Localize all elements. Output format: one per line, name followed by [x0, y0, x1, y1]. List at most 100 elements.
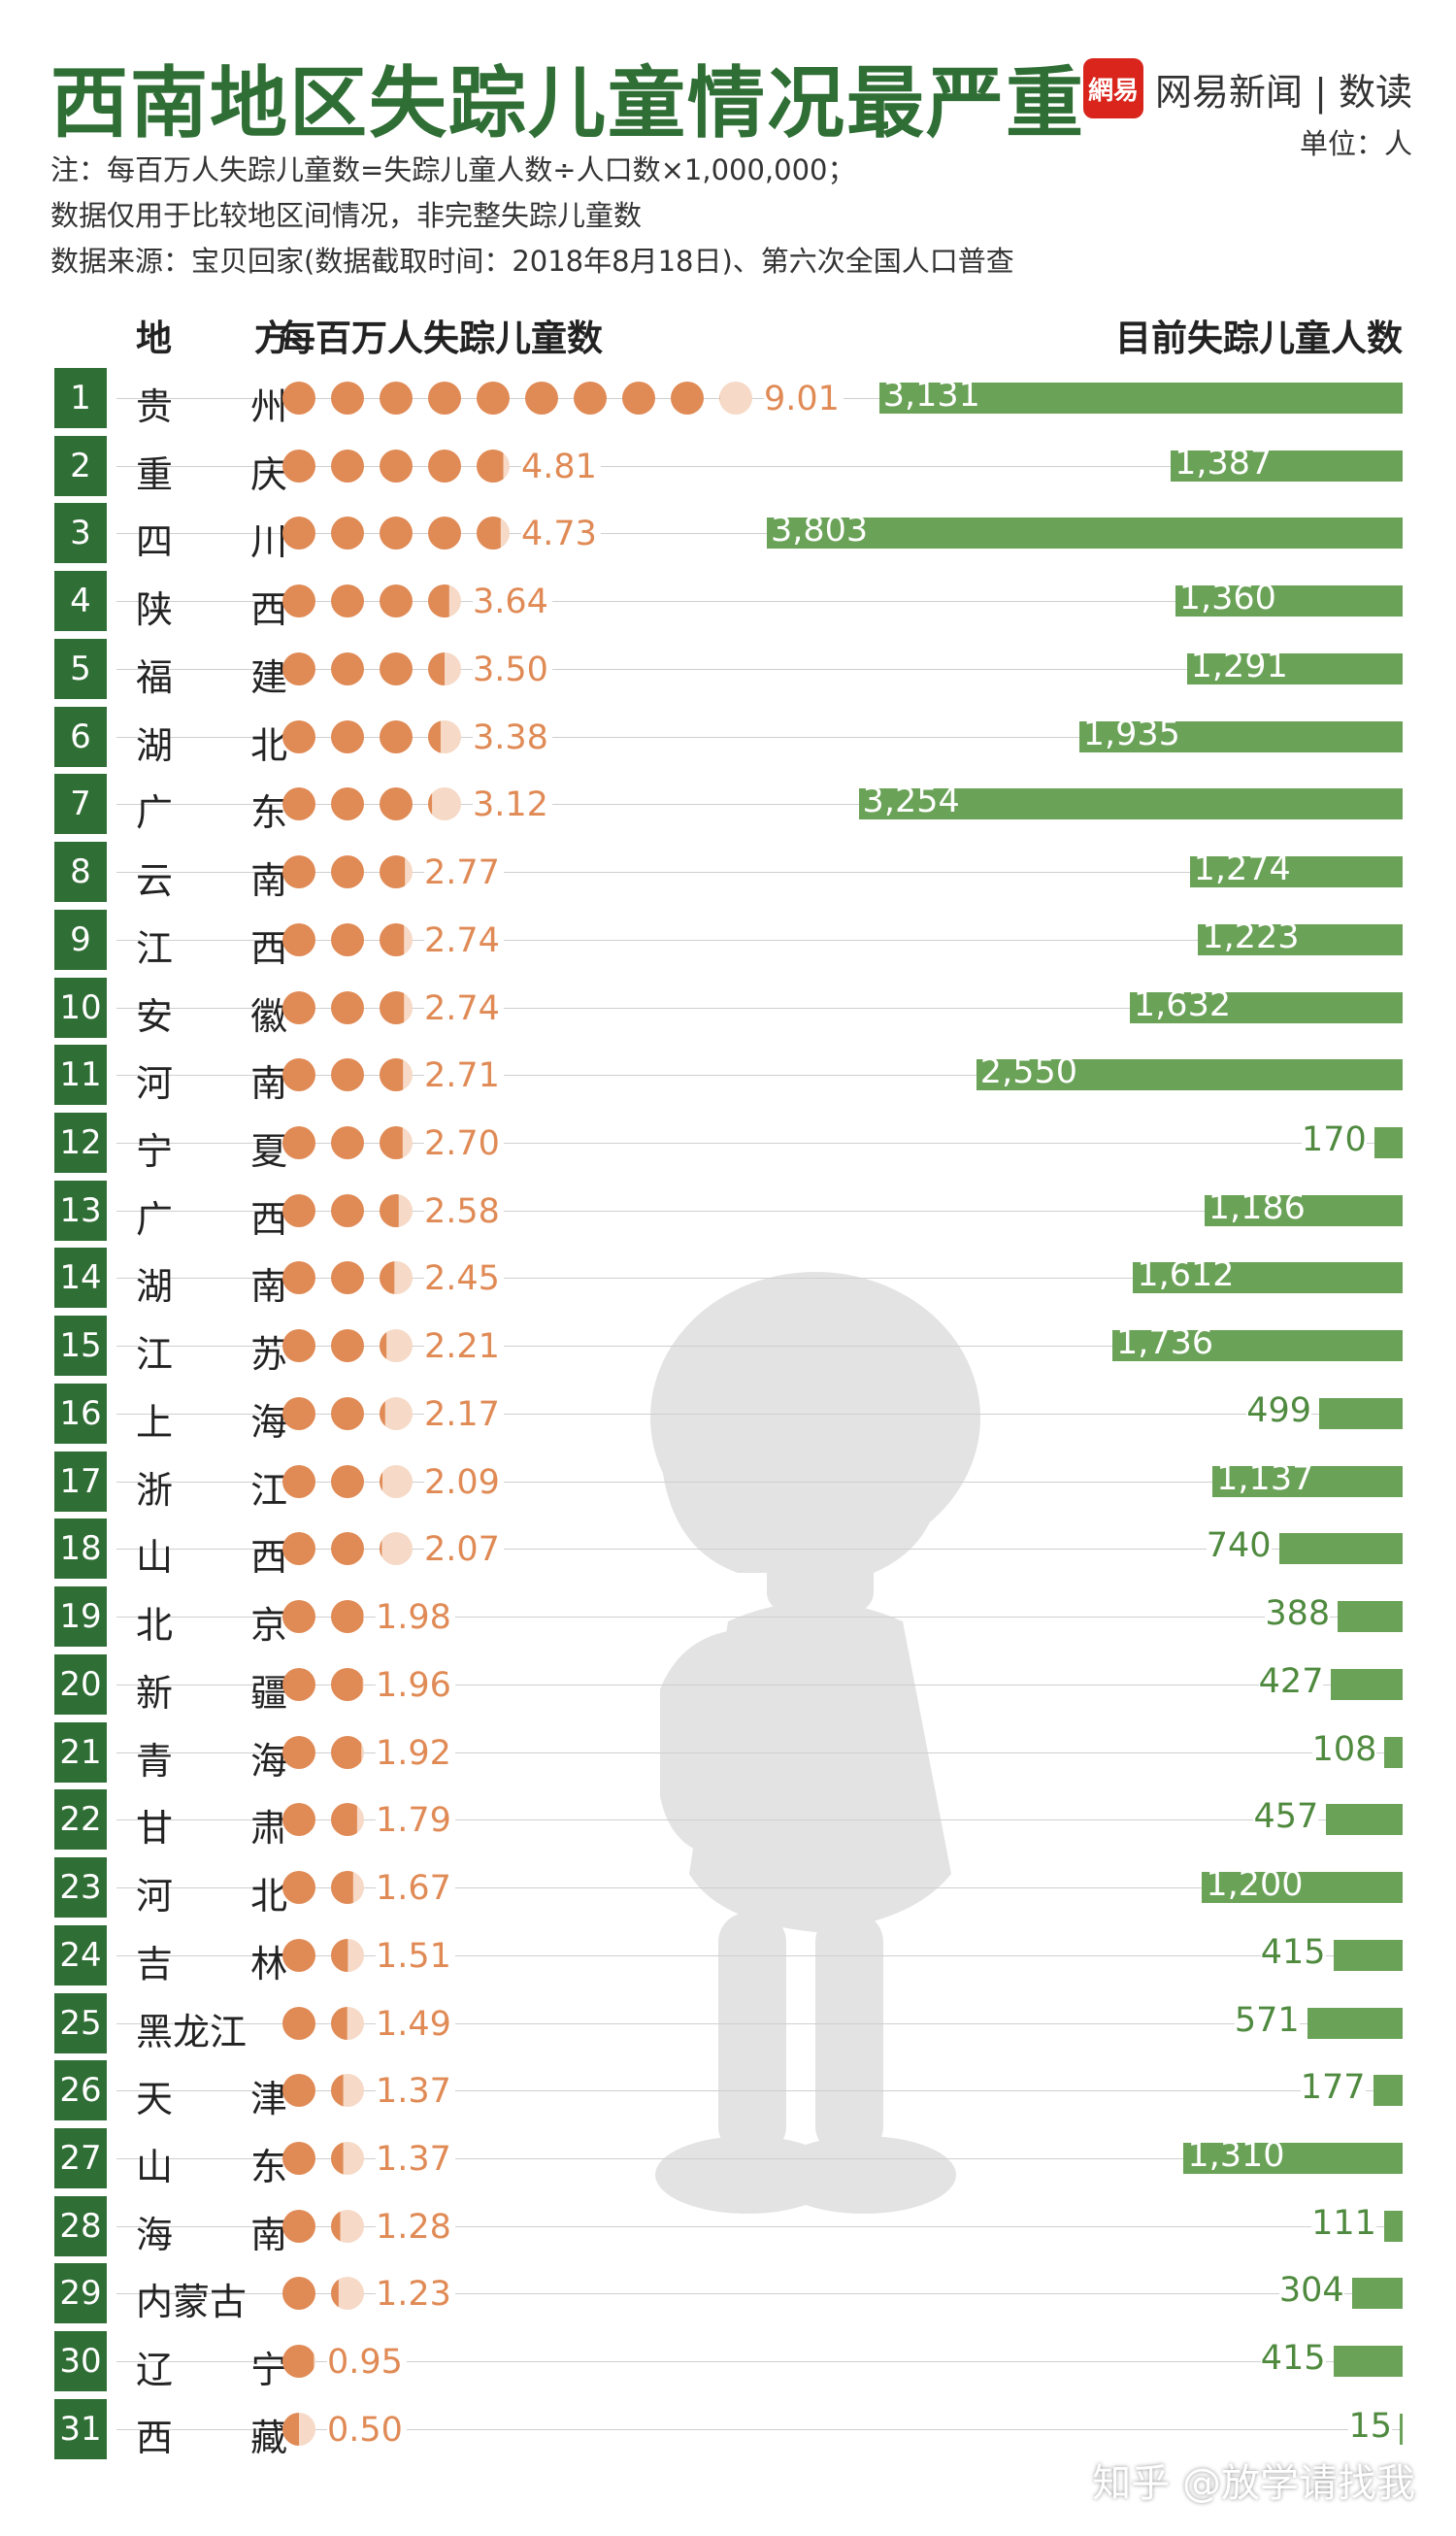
rate-value: 2.58	[424, 1192, 504, 1231]
row-divider	[116, 804, 1403, 805]
formula-note: 注：每百万人失踪儿童数=失踪儿童人数÷人口数×1,000,000；	[50, 153, 856, 186]
rate-dots	[282, 652, 461, 685]
table-row: 24 吉 林 1.51 415	[0, 1921, 1456, 1989]
rate-dot-full	[282, 991, 315, 1024]
rank-badge: 17	[54, 1452, 107, 1512]
table-row: 23 河 北 1.67 1,200	[0, 1853, 1456, 1921]
rate-dot-full	[331, 787, 364, 820]
count-bar	[1373, 2075, 1403, 2106]
count-bar	[1307, 2008, 1403, 2039]
table-row: 14 湖 南 2.45 1,612	[0, 1244, 1456, 1312]
row-divider	[116, 466, 1403, 467]
count-value: 388	[1265, 1594, 1331, 1633]
count-bar	[1319, 1398, 1403, 1429]
rate-value: 1.51	[376, 1937, 455, 1976]
rate-value: 1.96	[376, 1666, 455, 1705]
rank-badge: 29	[54, 2263, 107, 2323]
brand-name: 网易新闻 | 数读	[1155, 70, 1412, 114]
table-row: 31 西 藏 0.50 15	[0, 2395, 1456, 2463]
rate-dots	[282, 1194, 413, 1227]
rate-dot-full	[331, 584, 364, 617]
region-label: 福 建	[136, 656, 321, 699]
region-label: 湖 北	[136, 724, 321, 767]
count-bar	[1333, 2346, 1403, 2377]
unit-label: 单位：人	[1299, 127, 1412, 160]
region-label: 山 东	[136, 2146, 321, 2188]
rank-badge: 22	[54, 1789, 107, 1850]
rate-value: 1.92	[376, 1734, 455, 1773]
count-value: 1,137	[1216, 1459, 1314, 1498]
count-value: 740	[1206, 1526, 1272, 1565]
count-bar	[1186, 653, 1403, 684]
table-row: 11 河 南 2.71 2,550	[0, 1041, 1456, 1109]
rate-dot-partial	[331, 2007, 364, 2040]
rate-value: 1.37	[376, 2140, 455, 2179]
count-bar	[1175, 585, 1403, 617]
rate-dot-full	[282, 787, 315, 820]
count-value: 1,387	[1175, 444, 1273, 483]
count-bar	[1078, 721, 1403, 752]
count-bar	[1129, 992, 1403, 1023]
rate-dots	[282, 1465, 413, 1498]
count-bar	[1171, 450, 1403, 482]
table-row: 29 内蒙古 1.23 304	[0, 2259, 1456, 2327]
rate-dot-full	[380, 652, 413, 685]
rate-dot-full	[428, 517, 461, 550]
count-value: 15	[1348, 2407, 1392, 2446]
rate-dot-partial	[331, 1668, 364, 1701]
row-divider	[116, 1752, 1403, 1753]
rate-value: 3.50	[473, 651, 552, 689]
rate-dots	[282, 720, 461, 753]
rate-value: 1.49	[376, 2005, 455, 2044]
count-value: 415	[1260, 2339, 1326, 2378]
count-value: 1,274	[1193, 850, 1291, 888]
count-value: 1,310	[1187, 2136, 1285, 2175]
table-row: 4 陕 西 3.64 1,360	[0, 567, 1456, 635]
region-label: 广 东	[136, 791, 321, 834]
row-divider	[116, 1143, 1403, 1144]
rank-badge: 25	[54, 1993, 107, 2053]
rank-badge: 6	[54, 707, 107, 767]
rate-dot-full	[282, 1668, 315, 1701]
region-label: 山 西	[136, 1536, 321, 1579]
rank-badge: 9	[54, 910, 107, 970]
table-row: 12 宁 夏 2.70 170	[0, 1109, 1456, 1177]
table-row: 9 江 西 2.74 1,223	[0, 906, 1456, 974]
rate-dots	[282, 2142, 364, 2175]
count-value: 499	[1246, 1391, 1312, 1430]
rate-dot-full	[331, 1058, 364, 1091]
rate-dot-full	[282, 1126, 315, 1159]
count-value: 415	[1260, 1933, 1326, 1972]
row-divider	[116, 2158, 1403, 2159]
region-label: 辽 宁	[136, 2349, 321, 2391]
row-divider	[116, 2361, 1403, 2362]
rate-dots	[282, 382, 752, 415]
rank-badge: 19	[54, 1586, 107, 1647]
table-row: 2 重 庆 4.81 1,387	[0, 432, 1456, 500]
region-label: 陕 西	[136, 588, 321, 631]
row-divider	[116, 1211, 1403, 1212]
count-bar	[1183, 2143, 1403, 2174]
rate-dot-partial	[380, 923, 413, 956]
count-bar	[1331, 1669, 1403, 1700]
count-value: 1,360	[1178, 579, 1276, 617]
rate-dots	[282, 584, 461, 617]
region-label: 广 西	[136, 1198, 321, 1241]
rank-badge: 14	[54, 1248, 107, 1308]
rank-badge: 31	[54, 2399, 107, 2459]
region-label: 新 疆	[136, 1672, 321, 1715]
count-value: 170	[1301, 1120, 1367, 1159]
rank-badge: 20	[54, 1654, 107, 1715]
rank-badge: 12	[54, 1113, 107, 1173]
row-divider	[116, 2293, 1403, 2294]
count-bar	[1204, 1195, 1403, 1226]
rate-dot-partial	[282, 2413, 315, 2446]
rate-dot-full	[331, 1194, 364, 1227]
rate-value: 1.28	[376, 2208, 455, 2247]
rate-dots	[282, 1803, 364, 1836]
count-value: 304	[1278, 2271, 1344, 2310]
page-title: 西南地区失踪儿童情况最严重	[50, 58, 1085, 149]
rate-dot-full	[671, 382, 704, 415]
rate-dot-partial	[380, 1058, 413, 1091]
